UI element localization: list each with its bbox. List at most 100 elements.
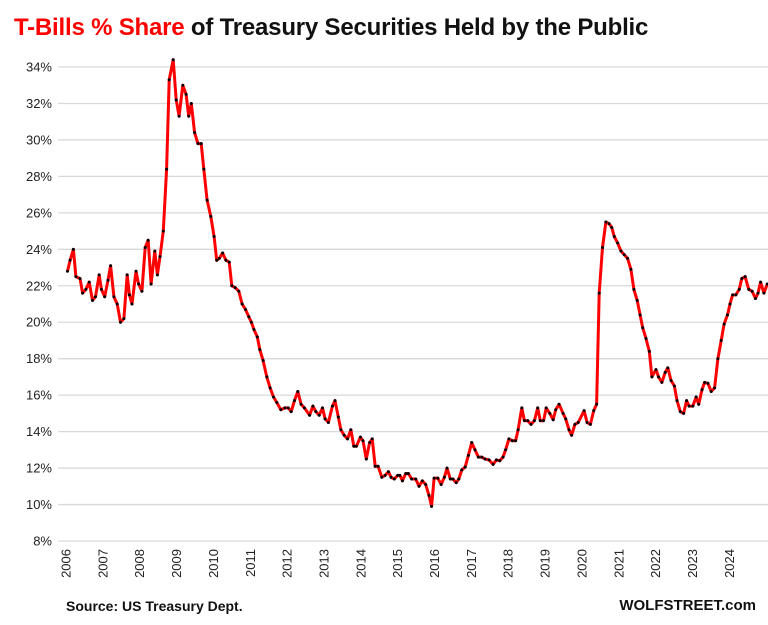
data-point: [592, 409, 596, 413]
data-point: [417, 484, 421, 488]
data-point: [635, 298, 639, 302]
data-point: [364, 457, 368, 461]
data-point: [650, 375, 654, 379]
data-point: [641, 326, 645, 330]
data-point: [629, 267, 633, 271]
data-point: [302, 406, 306, 410]
y-axis-ticks: 8% 10% 12% 14% 16% 18% 20% 22% 24% 26% 28% 30% 32% 34…: [26, 60, 52, 549]
data-point: [522, 419, 526, 423]
data-point: [619, 249, 623, 253]
data-point: [487, 458, 491, 462]
data-point: [638, 313, 642, 317]
y-tick-label: 10%: [26, 497, 52, 512]
data-point: [604, 220, 608, 224]
data-point: [265, 375, 269, 379]
data-point: [685, 399, 689, 403]
data-point: [115, 302, 119, 306]
data-point: [601, 245, 605, 249]
data-point: [516, 428, 520, 432]
data-point: [275, 400, 279, 404]
data-point: [576, 421, 580, 425]
data-point: [526, 419, 530, 423]
data-point: [666, 366, 670, 370]
data-point: [473, 448, 477, 452]
data-point: [498, 459, 502, 463]
data-point: [143, 245, 147, 249]
data-point: [514, 439, 518, 443]
data-point: [510, 439, 514, 443]
data-point: [199, 142, 203, 146]
data-point: [660, 380, 664, 384]
data-point: [243, 307, 247, 311]
data-point: [753, 297, 757, 301]
data-point: [323, 417, 327, 421]
data-point: [249, 320, 253, 324]
data-point: [728, 302, 732, 306]
data-point: [719, 338, 723, 342]
data-point: [404, 472, 408, 476]
data-point: [460, 468, 464, 472]
data-point: [78, 276, 82, 280]
data-point: [451, 477, 455, 481]
data-point: [573, 422, 577, 426]
data-point: [424, 482, 428, 486]
data-point: [700, 388, 704, 392]
data-point: [308, 413, 312, 417]
data-point: [501, 455, 505, 459]
data-point: [564, 417, 568, 421]
data-point: [669, 379, 673, 383]
series-line: [66, 58, 768, 508]
x-tick-label: 2019: [538, 549, 553, 578]
source-note: Source: US Treasury Dept.: [66, 598, 243, 614]
data-point: [585, 421, 589, 425]
data-point: [99, 287, 103, 291]
data-point: [716, 357, 720, 361]
data-point: [268, 386, 272, 390]
y-tick-label: 24%: [26, 242, 52, 257]
data-point: [261, 359, 265, 363]
data-point: [445, 466, 449, 470]
y-tick-label: 34%: [26, 60, 52, 75]
chart-title: T-Bills % Share of Treasury Securities H…: [14, 14, 648, 42]
data-point: [544, 406, 548, 410]
data-point: [205, 198, 209, 202]
data-point: [457, 477, 461, 481]
data-point: [146, 238, 150, 242]
data-point: [713, 386, 717, 390]
data-point: [271, 395, 275, 399]
data-point: [227, 260, 231, 264]
data-point: [731, 293, 735, 297]
data-point: [354, 444, 358, 448]
data-point: [626, 256, 630, 260]
data-point: [106, 278, 110, 282]
title-rest: of Treasury Securities Held by the Publi…: [184, 14, 649, 41]
gridlines: [58, 66, 768, 542]
data-point: [386, 470, 390, 474]
data-point: [81, 291, 85, 295]
x-tick-label: 2023: [685, 549, 700, 578]
data-point: [750, 289, 754, 293]
data-point: [410, 477, 414, 481]
data-point: [663, 370, 667, 374]
data-point: [68, 258, 72, 262]
data-point: [153, 249, 157, 253]
data-point: [392, 477, 396, 481]
y-tick-label: 28%: [26, 169, 52, 184]
data-point: [91, 298, 95, 302]
x-tick-label: 2010: [206, 549, 221, 578]
data-point: [759, 280, 763, 284]
data-point: [299, 402, 303, 406]
data-point: [125, 273, 129, 277]
data-point: [494, 458, 498, 462]
data-point: [247, 315, 251, 319]
data-point: [463, 465, 467, 469]
data-point: [644, 337, 648, 341]
data-point: [112, 295, 116, 299]
data-point: [567, 428, 571, 432]
data-point: [722, 322, 726, 326]
data-point: [466, 453, 470, 457]
data-point: [396, 473, 400, 477]
data-point: [687, 404, 691, 408]
data-point: [137, 282, 141, 286]
data-point: [607, 222, 611, 226]
